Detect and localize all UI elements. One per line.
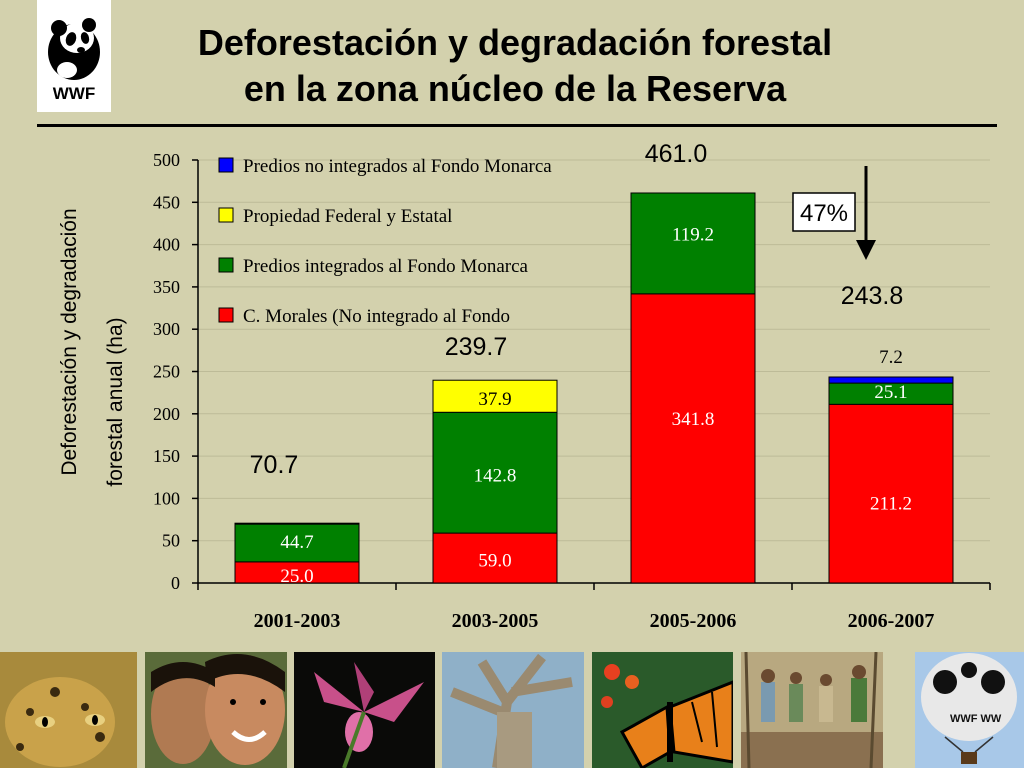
bar-segment bbox=[828, 376, 954, 384]
total-label: 239.7 bbox=[445, 333, 508, 361]
title-line-1: Deforestación y degradación forestal bbox=[197, 22, 833, 63]
slide-title: Deforestación y degradación forestal en … bbox=[120, 20, 910, 112]
reduction-arrow-head bbox=[856, 240, 876, 260]
y-tick-label: 300 bbox=[153, 319, 180, 339]
y-tick-label: 0 bbox=[171, 573, 180, 593]
children-photo bbox=[145, 652, 287, 768]
wwf-balloon-photo: WWF WW bbox=[915, 652, 1024, 768]
y-tick-label: 100 bbox=[153, 488, 180, 508]
bar-segment bbox=[828, 403, 954, 584]
legend-swatch bbox=[218, 207, 234, 223]
title-line-2: en la zona núcleo de la Reserva bbox=[243, 68, 787, 109]
y-tick-label: 350 bbox=[153, 277, 180, 297]
data-label: 59.0 bbox=[478, 551, 511, 572]
data-label: 211.2 bbox=[870, 494, 912, 515]
tree-photo bbox=[442, 652, 584, 768]
data-label: 44.7 bbox=[280, 532, 313, 553]
data-label: 341.8 bbox=[672, 409, 715, 430]
legend-label: Predios no integrados al Fondo Monarca bbox=[243, 156, 552, 177]
panda-icon bbox=[48, 18, 100, 80]
x-tick-label: 2003-2005 bbox=[452, 610, 539, 632]
x-tick-label: 2005-2006 bbox=[650, 610, 737, 632]
data-label: 25.0 bbox=[280, 566, 313, 587]
logo-text: WWF bbox=[52, 84, 96, 103]
total-label: 243.8 bbox=[841, 282, 904, 310]
legend-label: Predios integrados al Fondo Monarca bbox=[243, 256, 529, 277]
bar-segment bbox=[630, 293, 756, 584]
bar-segment bbox=[432, 532, 558, 584]
ocelot-photo bbox=[0, 652, 137, 768]
bar-segment bbox=[432, 411, 558, 534]
data-label: 7.2 bbox=[879, 347, 903, 368]
y-tick-label: 500 bbox=[153, 150, 180, 170]
svg-text:WWF WW: WWF WW bbox=[950, 713, 1002, 725]
x-tick-label: 2006-2007 bbox=[848, 610, 935, 632]
data-label: 119.2 bbox=[672, 224, 714, 245]
total-label: 70.7 bbox=[250, 451, 299, 479]
legend-swatch bbox=[218, 257, 234, 273]
monarch-butterfly-photo bbox=[592, 652, 733, 768]
orchid-photo bbox=[294, 652, 435, 768]
legend-swatch bbox=[218, 157, 234, 173]
bar-segment bbox=[234, 523, 360, 563]
bar-segment bbox=[432, 379, 558, 413]
legend-swatch bbox=[218, 307, 234, 323]
bar-segment bbox=[630, 192, 756, 295]
x-tick-label: 2001-2003 bbox=[254, 610, 341, 632]
legend-label: Propiedad Federal y Estatal bbox=[243, 206, 452, 227]
y-tick-label: 50 bbox=[162, 531, 180, 551]
wwf-logo: WWF bbox=[37, 0, 111, 112]
data-label: 25.1 bbox=[874, 382, 907, 403]
title-divider bbox=[37, 124, 997, 127]
legend-label: C. Morales (No integrado al Fondo bbox=[243, 306, 510, 327]
percent-label: 47% bbox=[800, 200, 848, 227]
y-tick-label: 400 bbox=[153, 235, 180, 255]
y-tick-label: 150 bbox=[153, 446, 180, 466]
photo-strip: WWF WW bbox=[0, 652, 1024, 768]
data-label: 37.9 bbox=[478, 389, 511, 410]
bar-segment bbox=[234, 522, 360, 525]
y-tick-label: 450 bbox=[153, 192, 180, 212]
stacked-bar-chart: 0 50 100 150 200 250 300 350 400 450 500 2001-2003 2… bbox=[153, 140, 991, 632]
forest-workers-photo bbox=[741, 652, 883, 768]
total-label: 461.0 bbox=[645, 140, 708, 168]
data-label: 142.8 bbox=[474, 465, 517, 486]
percent-box bbox=[792, 192, 856, 232]
y-tick-label: 200 bbox=[153, 404, 180, 424]
y-tick-label: 250 bbox=[153, 362, 180, 382]
